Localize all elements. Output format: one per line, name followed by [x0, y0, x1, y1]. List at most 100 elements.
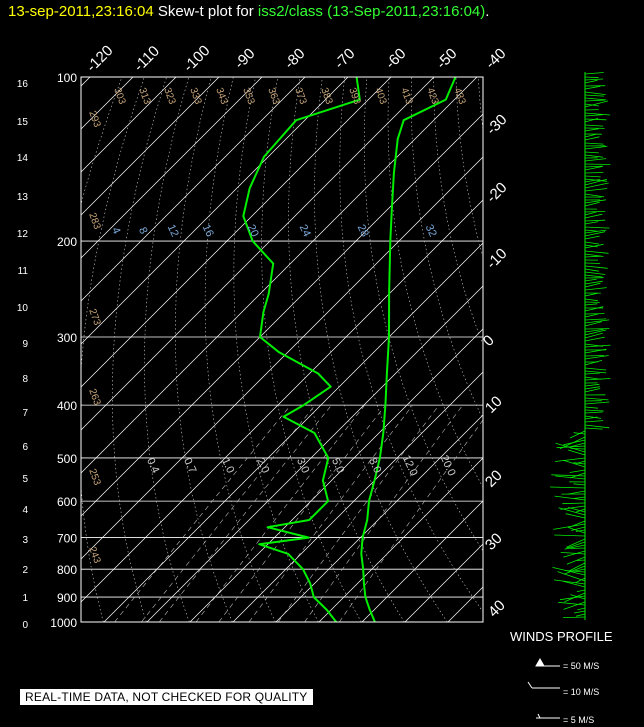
wind-barb [584, 128, 599, 132]
wind-barb [584, 154, 603, 158]
wind-barb [584, 76, 599, 79]
wind-barb [584, 411, 603, 414]
wind-barb [584, 199, 606, 204]
title-timestamp: 13-sep-2011,23:16:04 [8, 3, 154, 20]
wind-barb [584, 424, 610, 429]
dry-adiabat-label: 373 [292, 86, 308, 106]
wind-barb [556, 445, 586, 449]
wind-barb [584, 250, 609, 254]
wind-barb [584, 278, 597, 282]
height-tick-label: 11 [18, 266, 29, 277]
dry-adiabat [545, 77, 644, 622]
dry-adiabat-label: 333 [187, 86, 203, 106]
title-source: iss2/class [257, 3, 323, 20]
wind-barb [584, 133, 598, 138]
wind-barb [568, 562, 586, 572]
mixing-ratio-label: 5.0 [329, 456, 346, 475]
wind-barb [584, 213, 603, 219]
height-tick-label: 10 [17, 303, 29, 314]
height-tick-label: 0 [22, 620, 28, 631]
pressure-tick-label: 1000 [50, 616, 77, 630]
wind-barb [584, 118, 599, 123]
wind-barb [584, 329, 607, 336]
mixing-ratio-label: 3.0 [294, 456, 311, 475]
wind-barb [569, 430, 586, 439]
wind-barb [553, 523, 586, 530]
wind-barb [573, 462, 586, 465]
wind-barb [584, 136, 600, 141]
wind-barb [584, 336, 605, 342]
mixing-ratio-line [248, 404, 413, 622]
title-source-time: (13-Sep-2011,23:16:04) [327, 3, 486, 20]
wind-barb [562, 502, 586, 505]
wind-barb [584, 146, 608, 150]
wind-barb [584, 124, 604, 127]
wind-barb [584, 280, 603, 285]
wind-barb [584, 298, 598, 302]
isotherm-top-label: -40 [482, 45, 509, 72]
wind-barb [584, 367, 607, 371]
wind-barb [569, 469, 586, 473]
wind-barb [584, 344, 611, 348]
wind-barb [584, 166, 603, 171]
wind-barb [584, 72, 604, 75]
isotherm-top-label: -90 [231, 45, 258, 72]
mixing-ratio-line [159, 404, 332, 622]
temperature-curve [360, 77, 457, 622]
wind-barb [564, 544, 586, 550]
isotherm-line [81, 156, 483, 560]
isotherm-right-label: -30 [483, 111, 510, 138]
height-tick-label: 2 [22, 565, 28, 576]
dry-adiabat-label: 413 [398, 86, 414, 106]
mixing-ratio-label: 2.0 [254, 456, 271, 475]
wind-barb [584, 306, 604, 312]
wind-barb [566, 538, 586, 548]
height-tick-label: 4 [22, 505, 28, 516]
pressure-tick-label: 500 [57, 452, 77, 466]
wind-barb [584, 274, 603, 278]
pressure-tick-label: 400 [57, 399, 77, 413]
wind-barb [584, 427, 603, 430]
isotherm-line [81, 77, 435, 431]
wind-barb [584, 182, 609, 189]
wind-barb [566, 556, 586, 565]
mixing-ratio-line [141, 404, 316, 622]
plot-border [80, 76, 484, 623]
wind-barb [554, 534, 586, 537]
wind-barb [555, 475, 586, 480]
wind-barb [584, 178, 608, 186]
legend-5-glyph [536, 713, 560, 719]
dry-adiabat [364, 77, 483, 552]
mixing-ratio-label: 12.0 [400, 453, 420, 477]
isotherm-top-label: -50 [433, 45, 460, 72]
isotherm-line [447, 586, 483, 622]
dewpoint-curve [242, 77, 361, 622]
isotherm-line [81, 77, 392, 388]
wind-barb [584, 388, 601, 393]
wind-barb [571, 526, 586, 531]
wind-barb [577, 607, 586, 611]
mixing-ratio-label: 24 [297, 223, 313, 239]
wind-barb [575, 529, 586, 532]
isotherm-top-label: -70 [331, 45, 358, 72]
wind-barb [584, 329, 604, 333]
wind-barb [584, 378, 611, 381]
pressure-tick-label: 600 [57, 495, 77, 509]
mixing-ratio-line [304, 404, 463, 622]
wind-barb [555, 457, 586, 462]
isotherm-right-label: 20 [482, 467, 506, 491]
pressure-tick-label: 100 [57, 71, 77, 85]
wind-barb [584, 91, 606, 95]
mixing-ratio-label: 32 [423, 223, 439, 239]
isotherm-line [361, 500, 483, 622]
wind-barb [584, 99, 605, 102]
isotherm-top-label: -120 [83, 42, 116, 75]
mixing-ratio-label: 4 [109, 225, 122, 236]
wind-barb [584, 211, 606, 213]
dry-adiabat [410, 77, 483, 421]
wind-barb [584, 201, 600, 207]
wind-barb [584, 165, 604, 168]
wind-barb [576, 589, 586, 592]
dry-adiabat [387, 77, 483, 488]
